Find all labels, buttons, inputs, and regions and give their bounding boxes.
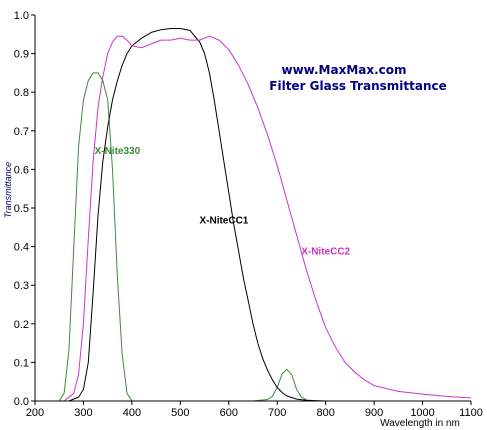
y-tick-label: 0.2 [14,319,29,331]
x-tick-label: 500 [171,407,189,419]
series-label-1: X-Nite330 [95,146,141,157]
y-tick-label: 0.8 [14,87,29,99]
x-axis-title: Wavelength in nm [380,418,460,429]
chart-subtitle: Filter Glass Transmittance [269,79,446,93]
ticks-layer: 200 300 400 500 600 700 800 900 1000 1100 0.0 0.1 0.… [14,10,483,419]
x-tick-label: 200 [26,407,44,419]
series-label-2: X-NiteCC1 [199,215,248,226]
y-tick-label: 0.6 [14,164,29,176]
y-tick-label: 0.5 [14,203,29,215]
x-tick-label: 400 [123,407,141,419]
x-tick-label: 600 [220,407,238,419]
y-tick-label: 0.1 [14,357,29,369]
y-axis-title: Transmittance [3,162,13,218]
labels-layer: X-Nite330 X-NiteCC1 X-NiteCC2 [95,146,351,257]
chart-title: www.MaxMax.com [281,63,406,77]
series-label-3: X-NiteCC2 [301,246,350,257]
x-tick-label: 1000 [410,407,434,419]
series-line-2 [68,28,471,402]
x-tick-label: 700 [268,407,286,419]
x-tick-label: 300 [74,407,92,419]
series-layer [58,28,472,402]
y-tick-label: 0.7 [14,126,29,138]
x-tick-label: 800 [316,407,334,419]
x-tick-label: 900 [365,407,383,419]
series-line-1 [58,72,471,402]
y-tick-label: 0.3 [14,280,29,292]
series-line-3 [63,35,472,402]
y-tick-label: 0.4 [14,242,29,254]
y-tick-label: 0.9 [14,49,29,61]
y-tick-label: 0.0 [14,396,29,408]
y-tick-label: 1.0 [14,10,29,22]
x-tick-label: 1100 [459,407,483,419]
